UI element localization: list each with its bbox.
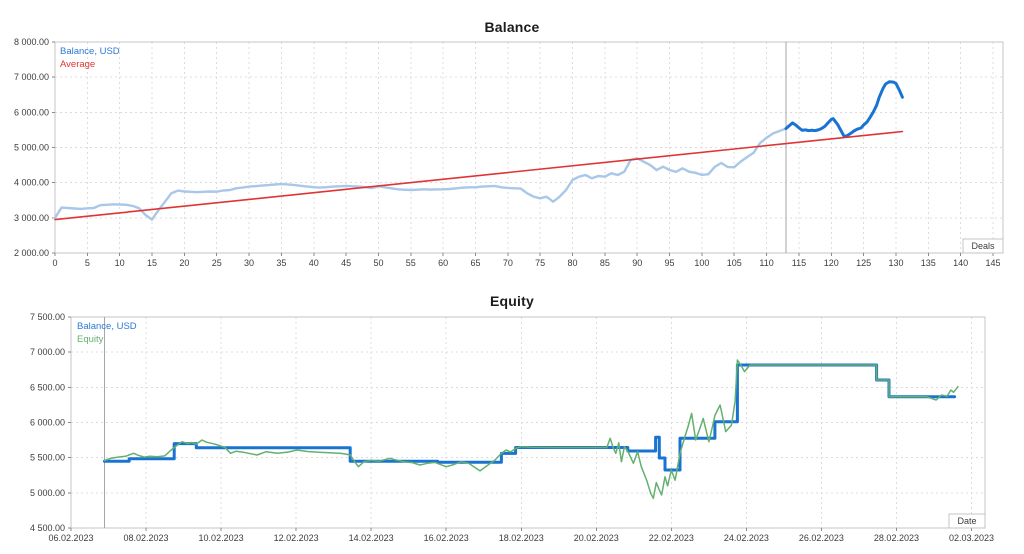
equity-chart-legend: Balance, USD Equity [77,320,137,346]
svg-text:80: 80 [568,258,578,268]
svg-text:130: 130 [888,258,903,268]
svg-text:26.02.2023: 26.02.2023 [799,533,844,543]
svg-text:8 000.00: 8 000.00 [14,37,49,47]
svg-text:25: 25 [212,258,222,268]
svg-text:10.02.2023: 10.02.2023 [199,533,244,543]
svg-text:35: 35 [276,258,286,268]
legend-label-equity: Equity [77,334,104,345]
svg-text:7 500.00: 7 500.00 [30,312,65,322]
svg-text:100: 100 [694,258,709,268]
svg-text:24.02.2023: 24.02.2023 [724,533,769,543]
svg-text:50: 50 [373,258,383,268]
balance-chart-title: Balance [484,19,540,35]
svg-text:16.02.2023: 16.02.2023 [424,533,469,543]
svg-text:20.02.2023: 20.02.2023 [574,533,619,543]
svg-text:3 000.00: 3 000.00 [14,213,49,223]
svg-text:2 000.00: 2 000.00 [14,248,49,258]
svg-text:55: 55 [406,258,416,268]
svg-text:40: 40 [309,258,319,268]
svg-text:4 500.00: 4 500.00 [30,523,65,533]
svg-text:15: 15 [147,258,157,268]
legend-item-equity: Equity [77,333,137,346]
svg-text:140: 140 [953,258,968,268]
legend-item-balance-usd-2: Balance, USD [77,320,137,333]
svg-text:90: 90 [632,258,642,268]
svg-text:115: 115 [792,258,806,268]
svg-text:95: 95 [665,258,675,268]
svg-text:145: 145 [985,258,1000,268]
equity-chart-title: Equity [490,293,534,309]
svg-text:45: 45 [341,258,351,268]
svg-text:Deals: Deals [971,241,995,251]
svg-text:5: 5 [85,258,90,268]
svg-text:110: 110 [759,258,773,268]
svg-text:08.02.2023: 08.02.2023 [124,533,169,543]
svg-text:5 500.00: 5 500.00 [30,453,65,463]
svg-text:7 000.00: 7 000.00 [30,347,65,357]
svg-text:120: 120 [824,258,839,268]
svg-text:60: 60 [438,258,448,268]
svg-text:6 000.00: 6 000.00 [30,418,65,428]
svg-text:70: 70 [503,258,513,268]
svg-text:5 000.00: 5 000.00 [30,488,65,498]
svg-text:105: 105 [727,258,742,268]
svg-text:28.02.2023: 28.02.2023 [874,533,919,543]
svg-text:135: 135 [921,258,936,268]
svg-text:14.02.2023: 14.02.2023 [349,533,394,543]
svg-text:65: 65 [470,258,480,268]
svg-text:4 000.00: 4 000.00 [14,178,49,188]
svg-text:0: 0 [52,258,57,268]
svg-text:6 000.00: 6 000.00 [14,107,49,117]
svg-text:12.02.2023: 12.02.2023 [274,533,319,543]
svg-text:7 000.00: 7 000.00 [14,72,49,82]
svg-text:75: 75 [535,258,545,268]
legend-label-balance-usd-2: Balance, USD [77,321,137,332]
svg-text:20: 20 [179,258,189,268]
svg-text:18.02.2023: 18.02.2023 [499,533,544,543]
svg-text:02.03.2023: 02.03.2023 [949,533,994,543]
svg-text:6 500.00: 6 500.00 [30,382,65,392]
svg-text:125: 125 [856,258,871,268]
svg-text:5 000.00: 5 000.00 [14,143,49,153]
svg-text:06.02.2023: 06.02.2023 [48,533,93,543]
svg-text:Date: Date [957,516,976,526]
svg-text:22.02.2023: 22.02.2023 [649,533,694,543]
svg-text:10: 10 [115,258,125,268]
svg-text:30: 30 [244,258,254,268]
svg-text:85: 85 [600,258,610,268]
